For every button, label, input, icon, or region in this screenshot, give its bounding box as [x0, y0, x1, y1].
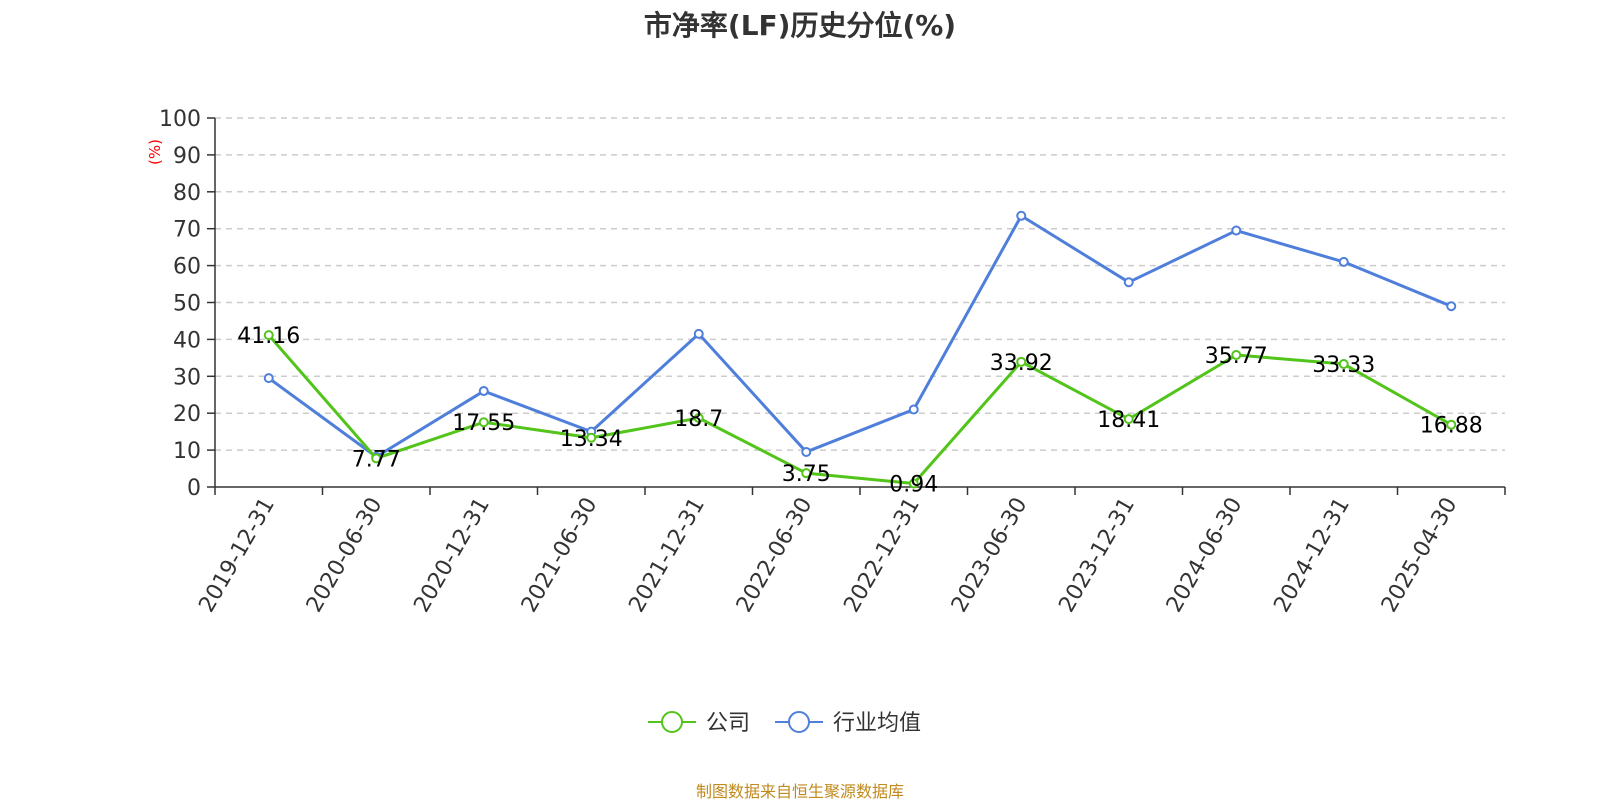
data-label: 33.33: [1312, 353, 1375, 378]
series-lines: [263, 210, 1457, 489]
x-tick-label: 2023-06-30: [947, 494, 1033, 617]
series-line-0: [267, 334, 1452, 486]
data-point: [908, 404, 919, 415]
legend-marker: [661, 711, 683, 733]
y-tick-label: 90: [173, 144, 201, 169]
x-tick-label: 2021-06-30: [517, 494, 603, 617]
data-point: [1446, 419, 1457, 430]
data-point: [1338, 256, 1349, 267]
y-tick-label: 60: [173, 255, 201, 280]
legend-item-0[interactable]: 公司: [648, 711, 750, 736]
data-source-note: 制图数据来自恒生聚源数据库: [695, 782, 904, 801]
legend-label: 公司: [706, 711, 750, 736]
data-point: [1446, 301, 1457, 312]
data-point: [478, 417, 489, 428]
x-tick-label: 2021-12-31: [624, 494, 710, 617]
x-tick-label: 2023-12-31: [1054, 494, 1140, 617]
y-tick-label: 0: [187, 476, 201, 501]
data-point: [263, 330, 274, 341]
legend-marker: [788, 711, 810, 733]
data-point: [1338, 359, 1349, 370]
data-label: 41.16: [237, 324, 300, 349]
grid-lines: [215, 117, 1505, 451]
y-tick-label: 100: [159, 107, 201, 132]
data-point: [1231, 225, 1242, 236]
series-line-1: [267, 214, 1452, 459]
x-tick-label: 2020-12-31: [409, 494, 495, 617]
data-point: [1231, 350, 1242, 361]
data-label: 18.41: [1097, 408, 1160, 433]
y-tick-label: 40: [173, 328, 201, 353]
x-tick-label: 2024-12-31: [1269, 494, 1355, 617]
data-point: [908, 478, 919, 489]
data-point: [693, 412, 704, 423]
data-point: [1123, 414, 1134, 425]
data-label: 16.88: [1420, 414, 1483, 439]
data-point: [586, 432, 597, 443]
y-axis-title: (%): [146, 139, 164, 165]
data-point: [478, 386, 489, 397]
x-tick-label: 2022-12-31: [839, 494, 925, 617]
data-point: [801, 468, 812, 479]
data-point: [1016, 210, 1027, 221]
data-label: 3.75: [782, 462, 831, 487]
data-label: 0.94: [889, 473, 938, 498]
chart-title: 市净率(LF)历史分位(%): [643, 9, 957, 42]
data-label: 33.92: [990, 351, 1053, 376]
legend-label: 行业均值: [833, 711, 921, 736]
data-label: 18.7: [674, 407, 723, 432]
x-tick-label: 2024-06-30: [1162, 494, 1248, 617]
data-point: [693, 328, 704, 339]
data-point: [801, 446, 812, 457]
data-point: [1123, 277, 1134, 288]
y-tick-label: 20: [173, 402, 201, 427]
x-tick-label: 2025-04-30: [1377, 494, 1463, 617]
data-label: 17.55: [452, 411, 515, 436]
y-tick-label: 80: [173, 181, 201, 206]
y-tick-label: 50: [173, 292, 201, 317]
data-label: 35.77: [1205, 344, 1268, 369]
y-tick-label: 70: [173, 218, 201, 243]
data-label: 13.34: [560, 427, 623, 452]
data-point: [1016, 356, 1027, 367]
data-label: 7.77: [352, 447, 401, 472]
x-tick-label: 2022-06-30: [732, 494, 818, 617]
legend[interactable]: 公司 行业均值: [648, 711, 921, 736]
data-point: [263, 373, 274, 384]
legend-item-1[interactable]: 行业均值: [775, 711, 921, 736]
x-tick-label: 2019-12-31: [194, 494, 280, 617]
data-point: [371, 453, 382, 464]
data-labels: 41.16 7.77 17.55 13.34 18.7 3.75 0.94 33.92 18.4…: [237, 324, 1482, 497]
x-tick-label: 2020-06-30: [302, 494, 388, 617]
y-tick-label: 10: [173, 439, 201, 464]
y-tick-label: 30: [173, 365, 201, 390]
